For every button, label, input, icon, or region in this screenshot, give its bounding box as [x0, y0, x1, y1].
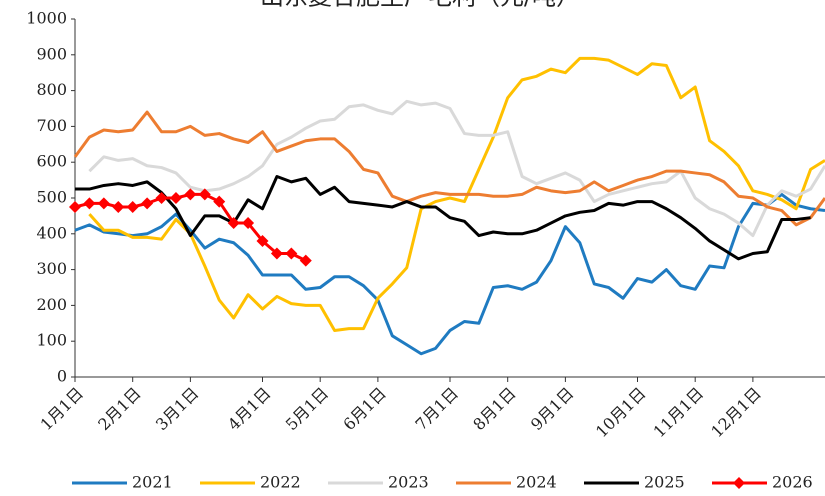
series-line — [88, 56, 825, 332]
y-tick-label: 400 — [36, 223, 67, 242]
series-marker — [198, 188, 211, 201]
x-tick-label: 10月1日 — [592, 384, 650, 442]
chart-title: 山东复合肥生产毛利（元/吨） — [260, 0, 580, 11]
x-tick-label: 8月1日 — [469, 384, 519, 434]
y-tick-label: 700 — [36, 116, 67, 135]
y-tick-label: 800 — [36, 80, 67, 99]
y-tick-label: 0 — [57, 367, 67, 386]
legend-label: 2025 — [644, 473, 685, 492]
y-tick-label: 1000 — [26, 9, 67, 28]
series-marker — [155, 192, 168, 204]
x-tick-label: 2月1日 — [94, 384, 144, 434]
series-marker — [184, 188, 197, 201]
x-tick-label: 12月1日 — [707, 384, 765, 442]
legend-label: 2024 — [516, 473, 557, 492]
x-tick-label: 6月1日 — [339, 384, 389, 434]
x-tick-label: 1月1日 — [37, 384, 87, 434]
x-tick-label: 5月1日 — [282, 384, 332, 434]
series-marker — [126, 200, 139, 213]
x-tick-label: 3月1日 — [152, 384, 202, 434]
series-line — [88, 99, 825, 238]
series-marker — [270, 247, 283, 260]
x-tick-label: 9月1日 — [527, 384, 577, 434]
series-marker — [256, 234, 269, 247]
y-tick-label: 500 — [36, 188, 67, 207]
y-tick-label: 300 — [36, 259, 67, 278]
series-line — [74, 192, 307, 262]
x-tick-label: 4月1日 — [224, 384, 274, 434]
legend-label: 2021 — [132, 473, 173, 492]
series-marker — [97, 197, 110, 210]
y-tick-label: 600 — [36, 152, 67, 171]
y-tick-label: 100 — [36, 331, 67, 350]
series-marker — [242, 217, 255, 230]
series-line — [73, 110, 825, 227]
series-line — [74, 192, 825, 356]
y-tick-label: 200 — [36, 295, 67, 314]
legend-marker — [733, 477, 745, 489]
legend-label: 2022 — [260, 473, 301, 492]
series-line — [75, 175, 811, 261]
legend-label: 2026 — [772, 473, 813, 492]
series-marker — [285, 247, 298, 260]
y-tick-label: 900 — [36, 44, 67, 63]
legend-label: 2023 — [388, 473, 429, 492]
x-tick-label: 7月1日 — [412, 384, 462, 434]
series-marker — [141, 197, 154, 210]
series-marker — [299, 254, 312, 267]
series-marker — [227, 217, 240, 230]
series-marker — [112, 200, 125, 213]
series-marker — [213, 195, 226, 208]
series-marker — [169, 192, 182, 204]
x-tick-label: 11月1日 — [650, 384, 708, 442]
series-marker — [69, 200, 81, 213]
series-marker — [83, 197, 96, 210]
